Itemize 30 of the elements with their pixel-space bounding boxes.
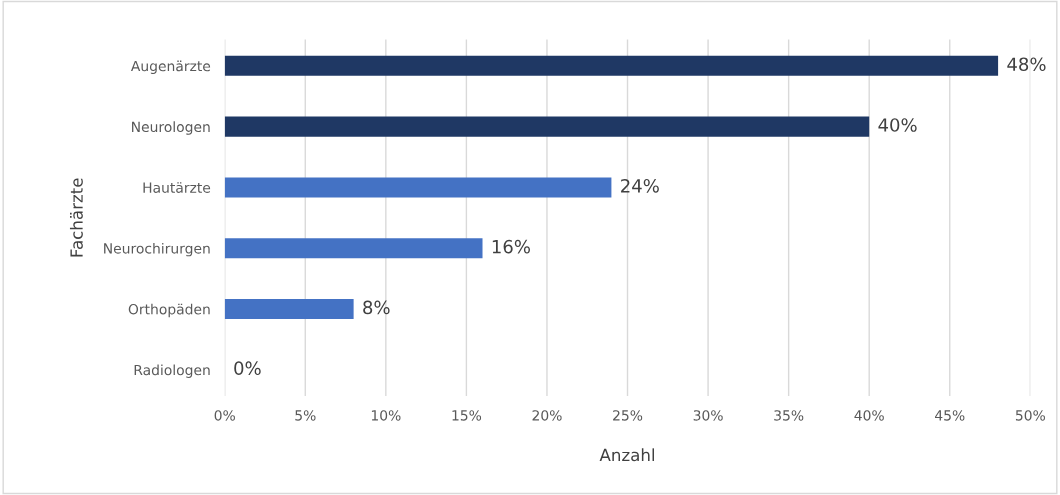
- y-tick-label: Hautärzte: [143, 182, 211, 193]
- x-tick-label: 50%: [1015, 410, 1045, 421]
- bar: [224, 116, 870, 137]
- data-label: 8%: [363, 300, 390, 315]
- data-label: 24%: [621, 178, 659, 193]
- y-tick-label: Neurochirurgen: [104, 242, 210, 257]
- x-tick-label: 25%: [613, 410, 643, 421]
- data-label: 40%: [878, 118, 917, 132]
- x-tick-label: 10%: [371, 410, 401, 421]
- bar: [224, 177, 612, 198]
- x-tick-label: 45%: [935, 410, 965, 421]
- data-label: 16%: [492, 239, 530, 254]
- y-tick-label: Radiologen: [134, 364, 210, 378]
- bar: [224, 238, 483, 259]
- x-tick-label: 5%: [295, 410, 316, 421]
- x-tick-label: 30%: [693, 410, 723, 421]
- x-tick-label: 0%: [214, 410, 235, 421]
- y-axis-title: Fachärzte: [69, 178, 83, 257]
- bar: [224, 55, 999, 76]
- x-tick-label: 40%: [854, 410, 884, 421]
- y-tick-label: Orthopäden: [128, 303, 210, 318]
- y-tick-label: Augenärzte: [130, 60, 211, 74]
- bar: [224, 298, 354, 320]
- x-axis-title: Anzahl: [599, 448, 655, 462]
- x-tick-label: 35%: [774, 410, 804, 421]
- data-label: 48%: [1007, 57, 1046, 72]
- x-tick-label: 20%: [532, 410, 562, 421]
- x-tick-label: 15%: [452, 410, 482, 421]
- y-tick-label: Neurologen: [132, 121, 210, 135]
- data-label: 0%: [234, 361, 261, 376]
